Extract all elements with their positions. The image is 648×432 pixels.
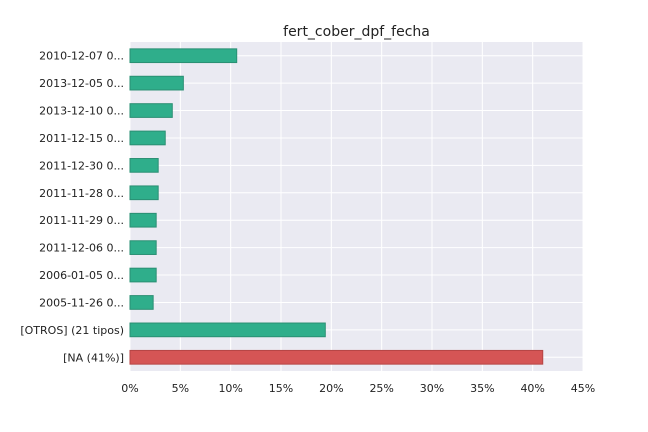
chart-title: fert_cober_dpf_fecha xyxy=(283,24,430,40)
y-tick-label: 2011-12-30 0... xyxy=(39,159,124,172)
y-tick-label: 2011-12-15 0... xyxy=(39,132,124,145)
x-tick-label: 30% xyxy=(420,382,444,395)
y-tick-label: 2013-12-10 0... xyxy=(39,105,124,118)
bar xyxy=(129,48,238,64)
y-tick-label: 2011-12-06 0... xyxy=(39,242,124,255)
bar xyxy=(129,75,184,91)
y-tick-label: 2013-12-05 0... xyxy=(39,77,124,90)
y-tick-label: [NA (41%)] xyxy=(63,351,124,364)
plot-background xyxy=(130,42,583,371)
bar xyxy=(129,349,544,365)
x-tick-label: 35% xyxy=(470,382,494,395)
x-tick-label: 45% xyxy=(571,382,595,395)
y-tick-label: 2010-12-07 0... xyxy=(39,50,124,63)
bar xyxy=(129,158,159,173)
bars xyxy=(129,48,544,365)
x-tick-label: 15% xyxy=(269,382,293,395)
x-tick-label: 5% xyxy=(172,382,189,395)
bar xyxy=(129,185,159,201)
x-tick-label: 40% xyxy=(520,382,544,395)
y-tick-label: 2006-01-05 0... xyxy=(39,269,124,282)
x-tick-label: 0% xyxy=(121,382,138,395)
y-tick-label: 2005-11-26 0... xyxy=(39,296,124,309)
bar xyxy=(129,130,166,146)
y-tick-labels: 2010-12-07 0... 2013-12-05 0... 2013-12-10… xyxy=(20,50,124,365)
bar xyxy=(129,322,326,338)
y-tick-label: 2011-11-29 0... xyxy=(39,214,124,227)
x-tick-label: 25% xyxy=(369,382,393,395)
bar xyxy=(129,212,157,228)
y-tick-label: 2011-11-28 0... xyxy=(39,187,124,200)
bar xyxy=(129,295,154,310)
bar xyxy=(129,103,173,118)
x-tick-label: 10% xyxy=(218,382,242,395)
bar xyxy=(129,240,157,255)
y-tick-label: [OTROS] (21 tipos) xyxy=(20,324,124,337)
bar xyxy=(129,267,157,283)
x-tick-label: 20% xyxy=(319,382,343,395)
x-tick-labels: 0% 5% 10% 15% 20% 25% 30% 35% 40% 45% xyxy=(121,382,595,395)
